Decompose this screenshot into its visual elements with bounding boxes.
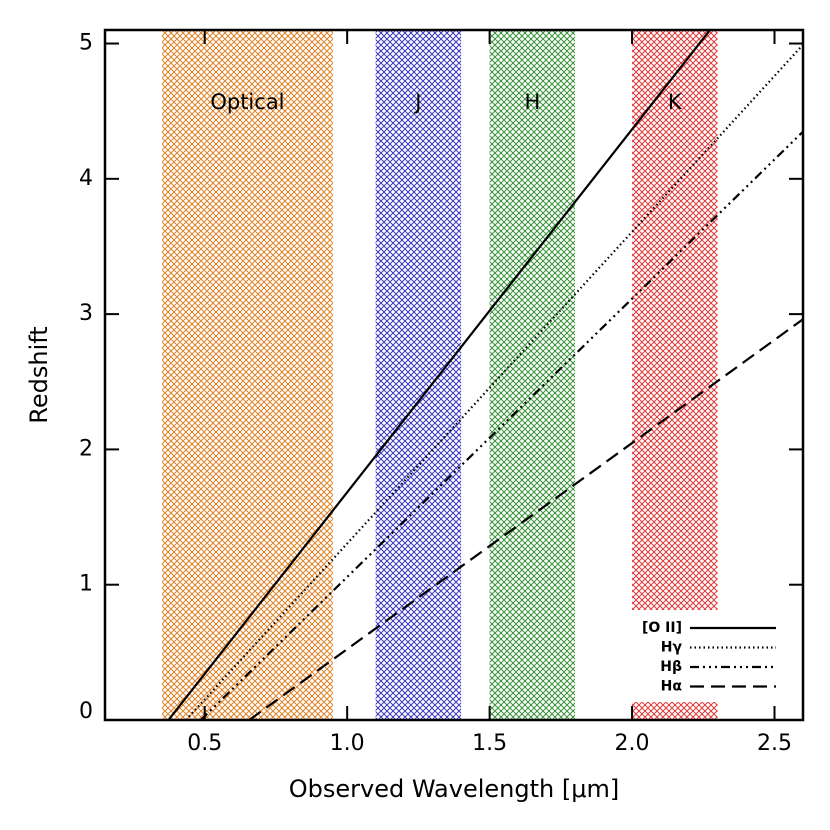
series-line	[167, 30, 712, 720]
x-tick-label: 0.5	[187, 731, 222, 756]
y-tick-label: 4	[79, 166, 93, 191]
legend-label: [O II]	[642, 620, 682, 636]
y-axis-label: Redshift	[25, 326, 53, 423]
y-tick-label: 1	[79, 572, 93, 597]
x-tick-label: 2.5	[757, 731, 792, 756]
band	[489, 30, 576, 720]
series-line	[199, 130, 803, 720]
x-tick-label: 1.5	[472, 731, 507, 756]
plot-frame	[103, 28, 805, 722]
legend-label: Hγ	[661, 640, 683, 656]
plot-lines	[167, 30, 803, 720]
legend-label: Hβ	[660, 659, 682, 675]
y-tick-label: 0	[79, 699, 93, 724]
x-axis-label: Observed Wavelength [μm]	[289, 775, 619, 803]
band-label: K	[668, 90, 683, 114]
band-label: Optical	[210, 90, 284, 114]
series-line	[185, 44, 803, 720]
band-label: H	[524, 90, 540, 114]
y-tick-label: 5	[79, 31, 93, 56]
y-tick-label: 3	[79, 301, 93, 326]
x-tick-label: 1.0	[330, 731, 365, 756]
y-tick-label: 2	[79, 436, 93, 461]
band-label: J	[413, 90, 421, 114]
series-line	[248, 318, 803, 720]
band	[375, 30, 462, 720]
band	[161, 30, 333, 720]
x-tick-label: 2.0	[615, 731, 650, 756]
legend-label: Hα	[661, 679, 683, 695]
band	[632, 30, 718, 720]
